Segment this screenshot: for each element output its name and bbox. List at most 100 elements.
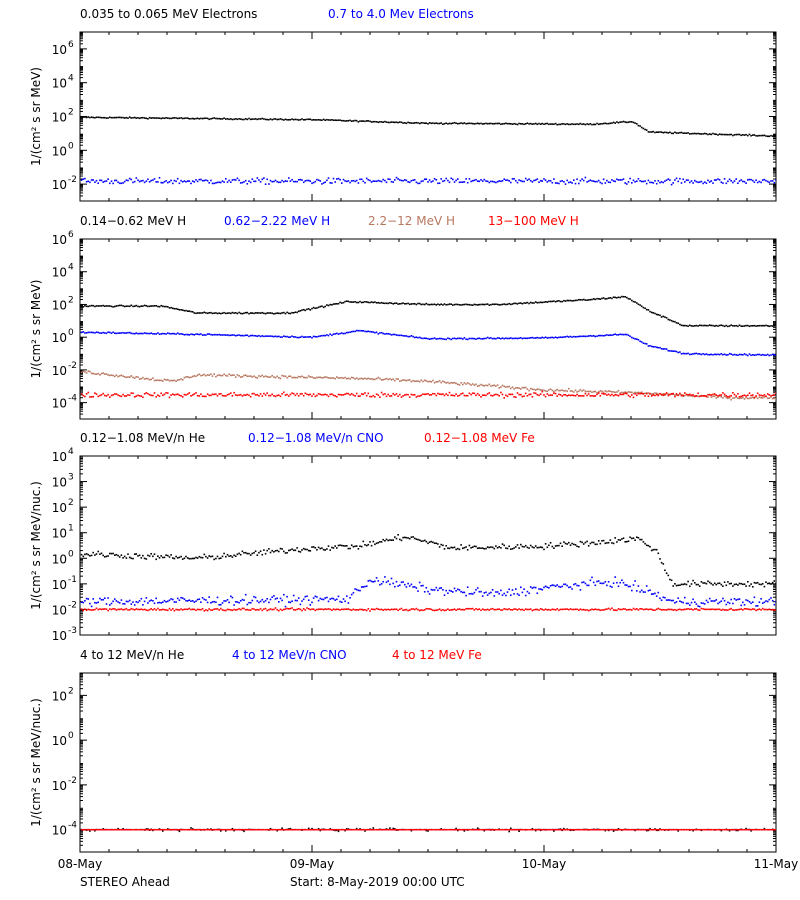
data-point xyxy=(186,608,189,611)
data-point xyxy=(752,325,754,327)
data-point xyxy=(589,395,592,397)
data-point xyxy=(515,123,517,125)
data-point xyxy=(594,123,597,126)
data-point xyxy=(346,828,348,830)
data-point xyxy=(529,337,532,339)
data-point xyxy=(349,547,351,550)
data-point xyxy=(725,603,728,606)
data-point xyxy=(100,116,103,119)
data-point xyxy=(404,583,406,586)
data-point xyxy=(311,376,313,378)
data-point xyxy=(743,398,746,400)
data-point xyxy=(110,374,113,376)
series-2-points xyxy=(80,329,776,357)
data-point xyxy=(100,608,103,611)
data-point xyxy=(448,337,451,340)
data-point xyxy=(425,302,428,305)
data-point xyxy=(536,546,539,549)
data-point xyxy=(508,180,510,182)
data-point xyxy=(511,303,514,305)
data-point xyxy=(125,600,128,603)
data-point xyxy=(233,391,235,394)
data-point xyxy=(453,546,456,549)
data-point xyxy=(258,312,260,314)
data-point xyxy=(390,539,393,541)
data-point xyxy=(538,394,540,397)
data-point xyxy=(667,132,670,134)
data-point xyxy=(160,117,162,120)
data-point xyxy=(488,304,491,306)
data-point xyxy=(763,601,766,604)
data-point xyxy=(650,549,653,552)
data-point xyxy=(697,395,699,398)
data-point xyxy=(471,122,474,125)
data-point xyxy=(241,607,244,610)
data-point xyxy=(241,376,244,378)
data-point xyxy=(369,120,371,123)
data-point xyxy=(375,377,378,380)
data-point xyxy=(163,332,166,335)
data-point xyxy=(120,182,123,185)
data-point xyxy=(132,376,134,379)
data-point xyxy=(193,393,196,395)
data-point xyxy=(619,392,621,394)
data-point xyxy=(698,605,701,608)
data-point xyxy=(465,383,467,385)
data-point xyxy=(770,609,772,611)
data-point xyxy=(352,179,355,182)
data-point xyxy=(253,552,255,554)
data-point xyxy=(173,557,176,560)
data-point xyxy=(244,394,247,396)
data-point xyxy=(122,557,124,559)
data-point xyxy=(181,609,184,611)
data-point xyxy=(234,312,237,314)
data-point xyxy=(614,391,616,394)
data-point xyxy=(692,579,694,582)
data-point xyxy=(536,608,539,611)
data-point xyxy=(543,548,545,551)
data-point xyxy=(766,353,769,356)
data-point xyxy=(231,179,234,181)
data-point xyxy=(573,608,575,611)
data-point xyxy=(407,335,409,338)
data-point xyxy=(640,305,643,308)
data-point xyxy=(246,552,249,555)
data-point xyxy=(534,392,537,395)
data-point xyxy=(712,324,714,327)
data-point xyxy=(148,555,151,557)
data-point xyxy=(344,545,346,547)
data-point xyxy=(770,583,772,585)
data-point xyxy=(761,353,764,356)
data-point xyxy=(130,607,133,610)
data-point xyxy=(667,178,670,180)
data-point xyxy=(581,335,583,338)
data-point xyxy=(89,116,91,119)
data-point xyxy=(564,608,567,610)
data-point xyxy=(223,181,225,183)
data-point xyxy=(597,334,600,337)
data-point xyxy=(498,180,500,182)
data-point xyxy=(203,610,206,612)
y-tick-exponent: -2 xyxy=(68,776,77,786)
data-point xyxy=(606,334,608,336)
data-point xyxy=(639,392,641,395)
data-point xyxy=(733,325,736,327)
data-point xyxy=(410,829,413,832)
data-point xyxy=(243,607,245,610)
data-point xyxy=(753,596,756,599)
data-point xyxy=(286,119,288,121)
data-point xyxy=(341,394,343,396)
data-point xyxy=(412,335,414,338)
data-point xyxy=(233,374,235,376)
data-point xyxy=(170,306,172,309)
data-point xyxy=(442,180,444,183)
data-point xyxy=(637,303,640,306)
data-point xyxy=(556,608,558,610)
data-point xyxy=(760,324,762,327)
data-point xyxy=(266,312,268,314)
data-point xyxy=(128,331,131,334)
data-point xyxy=(652,548,655,551)
data-point xyxy=(143,557,146,560)
data-point xyxy=(309,309,312,311)
